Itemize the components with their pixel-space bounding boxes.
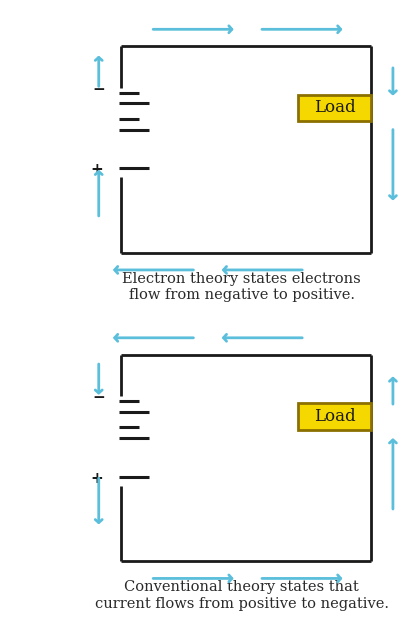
- Bar: [298, 95, 371, 121]
- Text: −: −: [92, 391, 105, 405]
- Text: Electron theory states electrons
flow from negative to positive.: Electron theory states electrons flow fr…: [123, 272, 361, 302]
- Text: +: +: [90, 471, 103, 486]
- Bar: [298, 404, 371, 429]
- Text: Load: Load: [314, 408, 355, 425]
- Text: Conventional theory states that
current flows from positive to negative.: Conventional theory states that current …: [95, 581, 389, 610]
- Text: −: −: [92, 82, 105, 97]
- Text: +: +: [90, 162, 103, 177]
- Text: Load: Load: [314, 99, 355, 117]
